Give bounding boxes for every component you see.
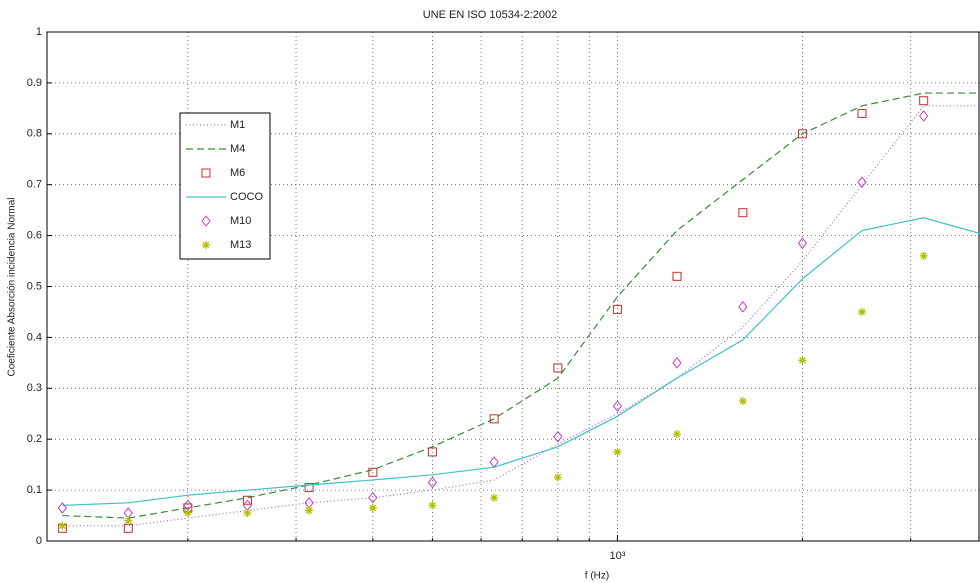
marker: [57, 502, 68, 514]
y-tick-label: 0.4: [27, 331, 42, 343]
x-axis-label: f (Hz): [585, 571, 609, 582]
legend-label: COCO: [230, 191, 263, 203]
marker: [919, 251, 928, 260]
y-tick-label: 0.5: [27, 280, 42, 292]
marker: [738, 208, 748, 218]
marker: [919, 96, 929, 106]
legend-label: M4: [230, 143, 245, 155]
legend-swatch: [201, 215, 211, 227]
marker: [428, 501, 437, 510]
series-line: [62, 92, 980, 519]
marker: [124, 516, 133, 525]
legend-box: [179, 112, 271, 260]
legend-swatch: [202, 241, 210, 249]
marker: [553, 473, 562, 482]
marker: [672, 357, 682, 369]
y-tick-label: 0.3: [27, 382, 42, 394]
marker: [612, 400, 623, 412]
marker: [857, 307, 866, 316]
marker: [427, 447, 437, 457]
y-tick-label: 0.7: [27, 179, 42, 191]
legend-label: M1: [230, 119, 245, 131]
marker: [305, 506, 314, 515]
marker: [243, 509, 252, 518]
marker: [797, 129, 807, 139]
y-tick-label: 0.6: [27, 230, 42, 242]
marker: [368, 491, 378, 504]
y-tick-label: 0.2: [27, 433, 42, 445]
series-line: [62, 105, 980, 527]
legend-label: M13: [230, 239, 251, 251]
y-tick-label: 0.1: [27, 484, 42, 496]
marker: [242, 495, 252, 505]
series-line: [62, 217, 980, 506]
marker: [553, 430, 563, 443]
marker: [368, 503, 377, 512]
marker: [613, 447, 622, 456]
marker: [612, 304, 622, 314]
y-tick-label: 0.8: [27, 128, 42, 140]
marker: [489, 414, 499, 424]
marker: [183, 509, 192, 518]
chart-title: UNE EN ISO 10534-2:2002: [423, 9, 558, 21]
legend-label: M10: [230, 215, 251, 227]
marker: [919, 110, 929, 122]
marker: [58, 521, 67, 530]
y-tick-label: 1: [36, 26, 42, 38]
marker: [553, 363, 563, 373]
marker: [304, 483, 314, 493]
marker: [798, 356, 807, 365]
marker: [368, 467, 378, 477]
y-axis-label: Coeficiente Absorción incidencia Normal: [7, 198, 18, 377]
legend-label: M6: [230, 167, 245, 179]
y-tick-label: 0: [36, 535, 42, 547]
marker: [797, 237, 808, 250]
marker: [489, 456, 499, 468]
plot-border: [46, 31, 980, 542]
marker: [738, 301, 748, 313]
marker: [490, 493, 499, 502]
plot-area: [57, 92, 980, 533]
marker: [738, 397, 747, 406]
marker: [427, 476, 438, 489]
marker: [672, 430, 681, 439]
marker: [672, 271, 682, 281]
legend-swatch: [201, 168, 211, 178]
marker: [857, 108, 867, 118]
marker: [857, 176, 867, 188]
x-tick-label: 10³: [609, 550, 625, 562]
y-tick-label: 0.9: [27, 77, 42, 89]
